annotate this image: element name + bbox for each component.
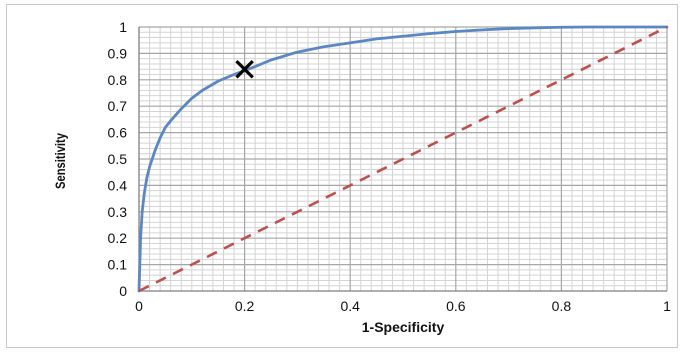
x-tick-label: 0.8 [552, 298, 572, 314]
x-tick-label: 0.2 [235, 298, 255, 314]
y-tick-label: 0.6 [108, 125, 128, 141]
y-tick-label: 0.3 [108, 204, 128, 220]
y-tick-label: 0.7 [108, 98, 128, 114]
y-tick-label: 0 [119, 283, 127, 299]
roc-chart: 0 0.1 0.2 0.3 0.4 0.5 0.6 0.7 0.8 0.9 1 0 0.2 0.4 0.6 0… [53, 19, 672, 335]
roc-curve-line [137, 25, 669, 293]
y-axis-title: Sensitivity [53, 133, 68, 189]
y-tick-label: 0.4 [108, 177, 128, 193]
x-marker [235, 59, 254, 79]
marker-layer [235, 59, 254, 79]
label-layer: 0 0.1 0.2 0.3 0.4 0.5 0.6 0.7 0.8 0.9 1 0 0.2 0.4 0.6 0… [108, 19, 672, 314]
x-tick-label: 0.6 [446, 298, 466, 314]
y-tick-label: 0.8 [108, 72, 128, 88]
x-tick-label: 0 [135, 298, 143, 314]
x-marker-stroke [235, 59, 254, 79]
reference-diagonal-line [138, 25, 668, 293]
series-layer [137, 25, 669, 293]
chart-frame: 0 0.1 0.2 0.3 0.4 0.5 0.6 0.7 0.8 0.9 1 0 0.2 0.4 0.6 0… [6, 4, 678, 348]
x-axis-title: 1-Specificity [362, 319, 445, 335]
y-tick-label: 0.1 [108, 257, 128, 273]
x-tick-label: 0.4 [340, 298, 360, 314]
x-tick-label: 1 [663, 298, 671, 314]
y-tick-label: 0.2 [108, 230, 128, 246]
y-tick-label: 1 [119, 19, 127, 35]
y-tick-label: 0.9 [108, 45, 128, 61]
y-tick-label: 0.5 [108, 151, 128, 167]
